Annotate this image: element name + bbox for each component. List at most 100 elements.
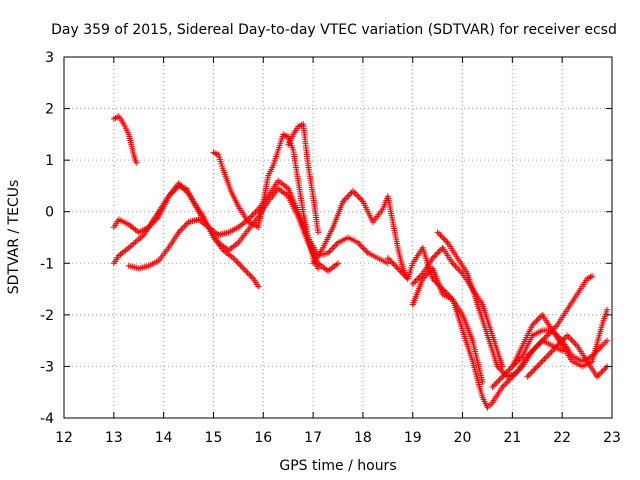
data-point: [499, 384, 506, 391]
data-point: [502, 370, 509, 377]
data-point: [426, 268, 433, 275]
data-point: [517, 354, 524, 361]
data-point: [533, 317, 540, 324]
data-point: [557, 339, 564, 346]
data-point: [335, 260, 341, 267]
data-point: [241, 266, 248, 273]
plot-frame: [63, 56, 613, 419]
data-point: [248, 213, 255, 220]
data-point: [538, 338, 545, 345]
data-point: [431, 253, 438, 260]
data-point: [329, 245, 336, 252]
data-point: [184, 220, 191, 227]
data-point: [315, 229, 322, 236]
data-point: [359, 244, 366, 251]
data-point: [184, 189, 191, 196]
data-point: [181, 223, 188, 230]
data-point: [499, 373, 506, 380]
data-point: [358, 196, 365, 203]
data-point: [433, 250, 440, 257]
data-point: [147, 222, 154, 229]
data-point: [179, 184, 186, 191]
y-tick-label: -1: [40, 256, 54, 272]
data-point: [455, 266, 462, 273]
data-point: [133, 159, 140, 166]
y-tick-label: -3: [40, 359, 54, 375]
data-point: [571, 339, 578, 346]
data-point: [437, 232, 444, 239]
data-point: [429, 255, 436, 262]
data-point: [542, 354, 549, 361]
y-tick-label: -2: [40, 308, 54, 324]
data-point: [390, 261, 397, 268]
data-point: [177, 181, 184, 188]
data-point: [601, 366, 608, 373]
x-tick-label: 19: [404, 430, 422, 446]
y-tick-label: 0: [45, 205, 54, 221]
data-point: [435, 249, 442, 256]
x-axis-tick-labels: 12 13 14 15 16 17 18 19 20 21 22 23: [55, 430, 621, 446]
data-point: [325, 249, 332, 256]
data-point: [432, 252, 439, 259]
data-point: [179, 224, 186, 231]
data-point: [554, 342, 561, 349]
data-point: [436, 247, 443, 254]
data-point: [332, 242, 339, 249]
data-point: [177, 227, 184, 234]
data-point: [178, 183, 185, 190]
data-point: [401, 272, 408, 279]
data-point: [345, 192, 352, 199]
data-point: [357, 242, 364, 249]
data-point: [421, 274, 428, 281]
data-point: [547, 350, 554, 357]
data-point: [255, 283, 262, 290]
data-point: [528, 348, 535, 355]
x-tick-label: 12: [55, 430, 73, 446]
data-point: [423, 271, 430, 278]
data-point: [149, 219, 156, 226]
data-point: [248, 274, 255, 281]
data-point: [247, 272, 254, 279]
data-point: [530, 367, 537, 374]
data-point: [253, 207, 260, 214]
data-point: [386, 256, 393, 263]
data-point: [569, 338, 576, 345]
data-point: [356, 241, 363, 248]
y-axis-label: SDTVAR / TECUs: [6, 180, 22, 295]
data-point: [233, 258, 240, 265]
data-point: [326, 248, 333, 255]
data-point: [598, 369, 605, 376]
data-point: [458, 269, 465, 276]
data-point: [244, 269, 251, 276]
data-point: [315, 265, 322, 272]
data-point: [530, 347, 537, 354]
data-point: [535, 361, 542, 368]
data-point: [527, 370, 534, 377]
data-point: [363, 248, 370, 255]
data-point: [568, 336, 575, 343]
data-point: [534, 316, 541, 323]
data-point: [440, 235, 447, 242]
data-point: [391, 262, 398, 269]
data-point: [453, 264, 460, 271]
data-point: [572, 341, 579, 348]
data-point: [539, 336, 546, 343]
data-point: [502, 381, 509, 388]
x-tick-label: 22: [553, 430, 571, 446]
data-point: [387, 258, 394, 265]
data-point: [452, 263, 459, 270]
data-point: [413, 276, 420, 283]
data-point: [249, 212, 256, 219]
data-point: [175, 180, 182, 187]
data-point: [240, 265, 247, 272]
y-tick-label: -4: [40, 411, 54, 427]
data-point: [344, 193, 351, 200]
data-point: [400, 271, 407, 278]
data-point: [456, 267, 463, 274]
data-point: [497, 375, 504, 382]
data-point: [357, 195, 364, 202]
data-point: [594, 373, 601, 380]
data-point: [559, 336, 566, 343]
data-point: [532, 344, 539, 351]
